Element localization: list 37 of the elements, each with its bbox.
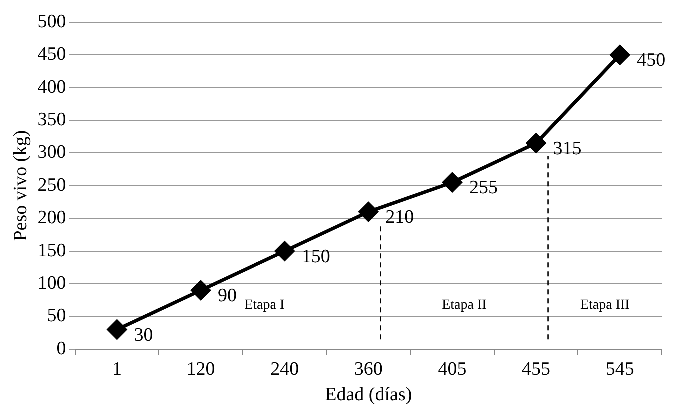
annotation: Etapa I [244,298,285,314]
point [610,45,630,65]
x-tick-label: 545 [606,358,634,380]
y-tick-label: 300 [38,142,66,164]
data-label: 30 [134,324,154,346]
y-tick-label: 250 [38,174,66,196]
annotation: Etapa III [580,298,630,314]
x-tick-label: 240 [270,358,300,380]
point [442,172,462,192]
data-label: 150 [302,246,330,268]
y-tick-label: 200 [38,208,66,229]
point [191,280,211,300]
point [275,242,295,262]
x-tick-label: 360 [354,358,383,380]
y-tick-label: 150 [38,240,66,262]
x-axis-title: Edad (días) [325,384,412,406]
data-label: 90 [218,286,238,307]
data-label: 450 [637,50,666,72]
annotation: Etapa II [442,298,488,314]
y-tick-label: 400 [38,76,66,98]
y-tick-label: 500 [38,11,66,32]
point [107,320,127,340]
y-tick-label: 50 [47,306,66,327]
point [526,134,546,154]
y-tick-label: 350 [38,109,66,130]
point [358,202,378,222]
x-tick-label: 1 [112,358,122,380]
x-tick-label: 120 [186,358,216,380]
y-tick-label: 100 [38,272,66,294]
x-tick-label: 405 [438,358,467,380]
y-axis-title: Peso vivo (kg) [10,130,32,242]
data-label: 255 [469,178,498,199]
data-label: 315 [553,138,582,160]
y-tick-label: 450 [38,44,66,66]
x-tick-label: 455 [522,358,551,380]
data-label: 210 [386,207,414,228]
y-tick-label: 0 [56,338,66,360]
